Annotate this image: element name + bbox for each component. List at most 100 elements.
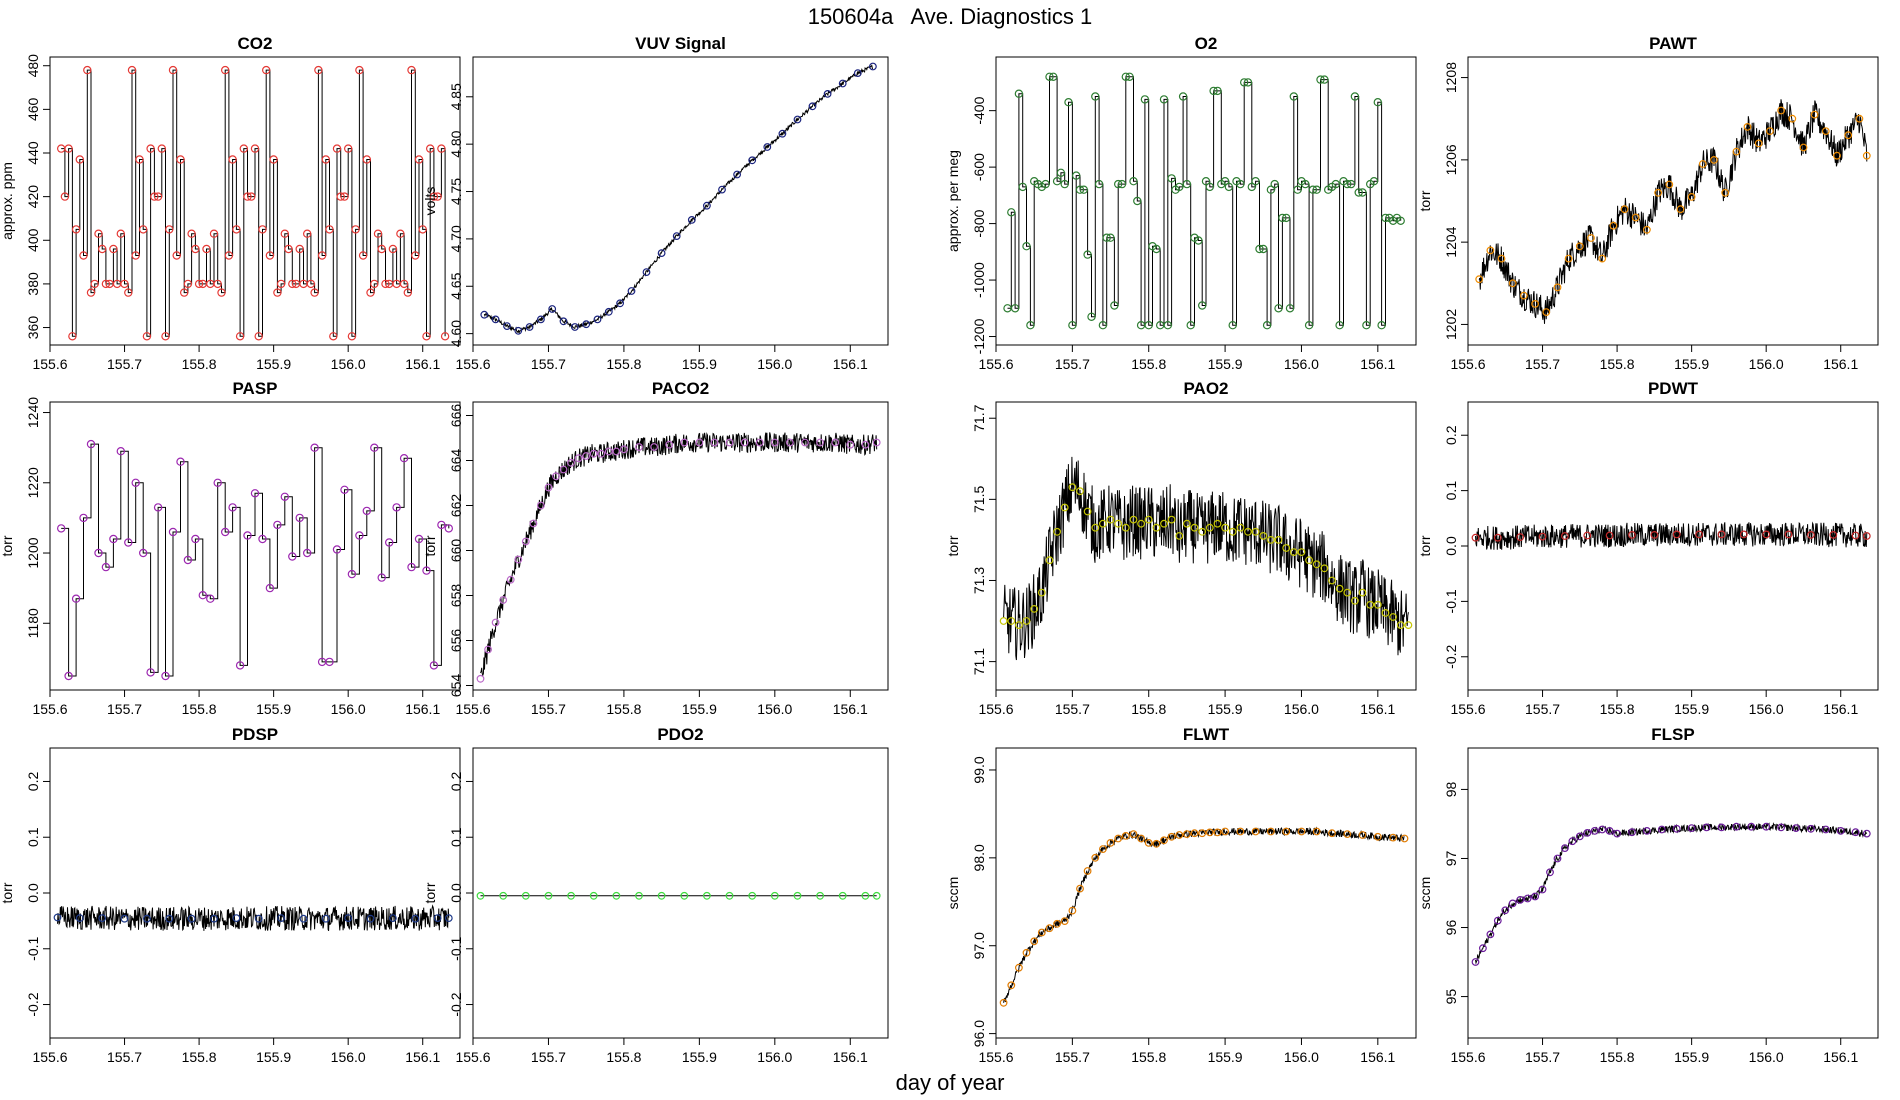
data-point xyxy=(1060,917,1069,925)
data-point xyxy=(1201,176,1211,186)
data-point xyxy=(157,144,166,153)
data-point xyxy=(411,914,420,923)
data-point xyxy=(838,891,847,900)
y-tick-label: 71.7 xyxy=(971,404,987,431)
data-point xyxy=(1205,523,1214,532)
data-point xyxy=(544,891,553,900)
data-point xyxy=(695,438,704,447)
panel-title: CO2 xyxy=(238,34,273,53)
data-point xyxy=(254,914,263,923)
data-point xyxy=(1091,92,1100,101)
y-tick-label: 98 xyxy=(1443,781,1459,797)
data-point xyxy=(303,548,312,558)
data-point xyxy=(60,192,70,201)
data-point xyxy=(1068,906,1077,915)
data-point xyxy=(1144,515,1153,524)
data-point xyxy=(514,555,523,564)
y-tick-label: 4.60 xyxy=(448,320,464,347)
data-point xyxy=(525,323,534,331)
x-tick-label: 155.8 xyxy=(182,1049,217,1065)
data-point xyxy=(506,575,515,584)
x-tick-label: 156.1 xyxy=(405,356,440,372)
x-tick-label: 155.8 xyxy=(182,701,217,717)
data-point xyxy=(1213,519,1222,528)
data-point xyxy=(1106,839,1115,847)
data-point xyxy=(1175,532,1184,540)
x-tick-label: 155.7 xyxy=(107,356,142,372)
data-point xyxy=(1516,896,1525,904)
data-point xyxy=(1373,600,1382,609)
data-point xyxy=(1106,515,1115,524)
data-point xyxy=(1160,836,1168,845)
data-point xyxy=(1605,531,1614,540)
data-area xyxy=(1471,822,1871,966)
data-point xyxy=(793,891,802,900)
data-point xyxy=(665,440,674,449)
data-point xyxy=(1015,963,1023,972)
data-point xyxy=(1205,828,1214,837)
data-point xyxy=(273,520,282,530)
data-point xyxy=(1400,834,1409,843)
data-point xyxy=(232,914,241,922)
data-point xyxy=(303,229,312,238)
plot-frame xyxy=(1467,401,1879,691)
data-point xyxy=(94,548,103,558)
data-point xyxy=(407,65,416,75)
data-point xyxy=(426,144,435,153)
data-point xyxy=(209,229,219,238)
data-point xyxy=(1266,536,1275,544)
data-point xyxy=(1266,827,1275,836)
data-point xyxy=(1197,301,1207,310)
data-point xyxy=(1613,829,1621,838)
data-point xyxy=(1762,822,1771,831)
x-tick-label: 155.7 xyxy=(1055,356,1090,372)
data-point xyxy=(1106,233,1115,242)
y-tick-label: -0.2 xyxy=(1443,644,1459,668)
data-point xyxy=(1765,127,1774,136)
data-point xyxy=(1358,588,1367,597)
data-point xyxy=(1350,92,1360,101)
x-tick-label: 156.0 xyxy=(1284,1049,1319,1065)
data-point xyxy=(1620,205,1629,214)
data-point xyxy=(1650,531,1659,539)
data-point xyxy=(1045,556,1054,565)
data-point xyxy=(418,225,427,234)
data-point xyxy=(191,244,200,254)
data-point xyxy=(1251,176,1260,186)
data-point xyxy=(340,192,349,201)
panel-pasp: PASP 155.6 155.7 155.8 155.9 156.0 156.1 1180 12… xyxy=(0,379,461,717)
x-tick-label: 155.6 xyxy=(978,701,1013,717)
data-point xyxy=(362,506,371,516)
data-point xyxy=(142,332,152,341)
data-point xyxy=(280,229,289,238)
data-point xyxy=(1022,241,1031,251)
y-axis-label: torr xyxy=(1417,535,1433,556)
data-point xyxy=(1478,944,1487,953)
data-point xyxy=(124,538,133,547)
panel-title: PAO2 xyxy=(1183,379,1228,398)
data-point xyxy=(1373,832,1382,841)
y-axis: 96.0 97.0 98.0 99.0 xyxy=(971,756,996,1047)
x-tick-label: 155.9 xyxy=(1674,356,1709,372)
data-point xyxy=(1389,613,1397,621)
y-tick-label: 95 xyxy=(1443,989,1459,1005)
data-point xyxy=(597,449,606,458)
data-point xyxy=(1083,507,1092,516)
data-point xyxy=(589,449,598,458)
y-tick-label: 660 xyxy=(448,539,464,563)
x-tick-label: 156.1 xyxy=(833,701,868,717)
data-point xyxy=(1583,531,1592,540)
data-area xyxy=(57,65,450,341)
series-line xyxy=(61,69,446,337)
data-point xyxy=(183,279,193,289)
series-line xyxy=(1007,76,1402,326)
data-point xyxy=(250,489,260,498)
data-point xyxy=(1702,823,1711,832)
data-point xyxy=(243,531,252,540)
data-point xyxy=(1163,321,1173,330)
data-point xyxy=(317,251,327,260)
data-point xyxy=(1717,823,1726,832)
data-point xyxy=(770,438,779,447)
data-point xyxy=(1475,275,1484,284)
data-point xyxy=(1129,176,1138,186)
